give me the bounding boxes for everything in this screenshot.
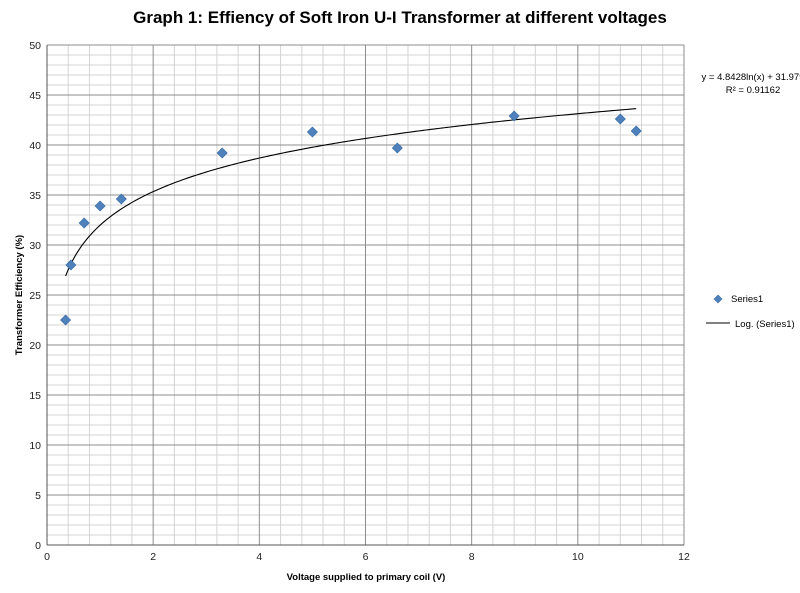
tick-labels: 0 2 4 6 8 10 12 0 5 10 15 20 25 30 35 40 45 50 bbox=[29, 40, 690, 563]
x-tick-label: 10 bbox=[572, 551, 584, 563]
major-gridlines bbox=[46, 44, 685, 546]
y-tick-label: 5 bbox=[35, 490, 41, 502]
legend-series1-label: Series1 bbox=[731, 294, 763, 305]
data-point bbox=[94, 200, 106, 212]
y-tick-label: 15 bbox=[29, 390, 41, 402]
legend: Series1 Log. (Series1) bbox=[706, 294, 795, 330]
chart-title: Graph 1: Effiency of Soft Iron U-I Trans… bbox=[133, 8, 667, 27]
y-tick-label: 20 bbox=[29, 340, 41, 352]
x-tick-label: 4 bbox=[256, 551, 262, 563]
trendline-r-squared: R² = 0.91162 bbox=[726, 85, 781, 96]
data-point bbox=[115, 193, 127, 205]
legend-series1-marker bbox=[713, 294, 723, 304]
data-point bbox=[391, 142, 403, 154]
data-point bbox=[614, 113, 626, 125]
x-tick-label: 2 bbox=[150, 551, 156, 563]
y-tick-label: 25 bbox=[29, 290, 41, 302]
data-point bbox=[508, 110, 520, 122]
legend-trendline-label: Log. (Series1) bbox=[735, 319, 795, 330]
axes bbox=[46, 45, 684, 546]
data-point bbox=[78, 217, 90, 229]
y-tick-label: 30 bbox=[29, 240, 41, 252]
x-tick-label: 8 bbox=[469, 551, 475, 563]
y-tick-label: 10 bbox=[29, 440, 41, 452]
y-tick-label: 50 bbox=[29, 40, 41, 52]
x-axis-title: Voltage supplied to primary coil (V) bbox=[287, 572, 446, 583]
data-point bbox=[216, 147, 228, 159]
data-point bbox=[65, 259, 77, 271]
y-tick-label: 35 bbox=[29, 190, 41, 202]
trendline bbox=[65, 108, 637, 277]
x-tick-label: 0 bbox=[44, 551, 50, 563]
y-tick-label: 45 bbox=[29, 90, 41, 102]
data-point bbox=[60, 314, 72, 326]
y-axis-title: Transformer Efficiency (%) bbox=[14, 235, 25, 355]
x-tick-label: 12 bbox=[678, 551, 690, 563]
y-tick-label: 0 bbox=[35, 540, 41, 552]
data-points bbox=[60, 110, 642, 326]
trendline-equation: y = 4.8428ln(x) + 31.979 bbox=[702, 72, 800, 83]
x-tick-label: 6 bbox=[363, 551, 369, 563]
data-point bbox=[306, 126, 318, 138]
data-point bbox=[630, 125, 642, 137]
y-tick-label: 40 bbox=[29, 140, 41, 152]
